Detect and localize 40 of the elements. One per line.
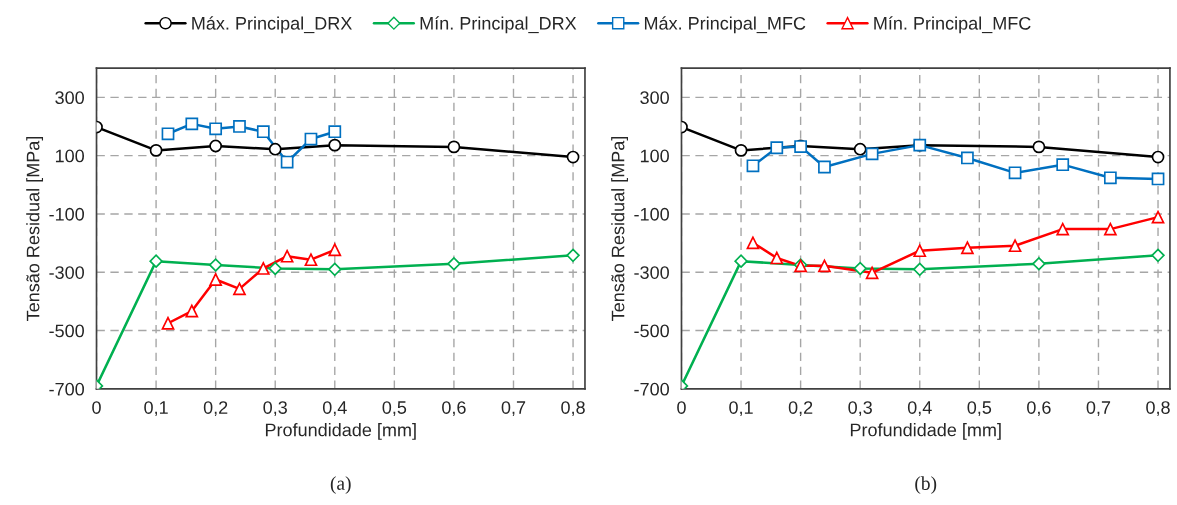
legend-label: Máx. Principal_MFC <box>644 16 806 34</box>
y-tick-label: 100 <box>640 149 669 163</box>
x-tick-label: 0,1 <box>144 401 168 417</box>
x-tick-label: 0,4 <box>322 401 347 417</box>
y-axis-title: Tensão Residual [MPa] <box>611 136 628 321</box>
y-tick-label: -300 <box>634 266 669 279</box>
y-axis-title: Tensão Residual [MPa] <box>26 136 44 321</box>
x-tick-label: 0,5 <box>967 401 992 417</box>
x-tick-label: 0,4 <box>907 401 932 417</box>
x-tick-label: 0 <box>92 401 101 414</box>
x-tick-label: 0 <box>677 401 686 414</box>
legend-label: Mín. Principal_DRX <box>420 16 577 34</box>
x-tick-label: 0,3 <box>848 401 872 417</box>
x-axis-title: Profundidade [mm] <box>850 423 1001 440</box>
x-tick-label: 0,6 <box>1027 401 1051 417</box>
x-tick-label: 0,7 <box>501 401 526 417</box>
y-tick-label: -500 <box>49 324 85 338</box>
x-tick-label: 0,6 <box>442 401 466 417</box>
y-tick-label: -100 <box>634 207 669 221</box>
legend-label: Mín. Principal_MFC <box>874 16 1031 34</box>
y-tick-label: -700 <box>49 382 85 396</box>
x-axis-title: Profundidade [mm] <box>265 423 416 440</box>
y-tick-label: 300 <box>55 91 85 105</box>
y-tick-label: -500 <box>634 324 669 338</box>
y-tick-label: -300 <box>49 266 85 279</box>
text: (b) <box>915 476 937 494</box>
legend-label: Máx. Principal_DRX <box>192 16 352 34</box>
x-tick-label: 0,8 <box>561 401 585 417</box>
x-tick-label: 0,7 <box>1086 401 1111 417</box>
x-tick-label: 0,3 <box>263 401 287 417</box>
y-tick-label: 100 <box>55 149 85 163</box>
x-tick-label: 0,1 <box>729 401 753 417</box>
x-tick-label: 0,2 <box>203 401 228 417</box>
y-tick-label: -700 <box>634 382 669 396</box>
y-tick-label: 300 <box>640 91 669 105</box>
x-tick-label: 0,5 <box>382 401 407 417</box>
y-tick-label: -100 <box>49 207 85 221</box>
x-tick-label: 0,8 <box>1146 401 1170 417</box>
text: (a) <box>330 476 351 494</box>
x-tick-label: 0,2 <box>788 401 813 417</box>
